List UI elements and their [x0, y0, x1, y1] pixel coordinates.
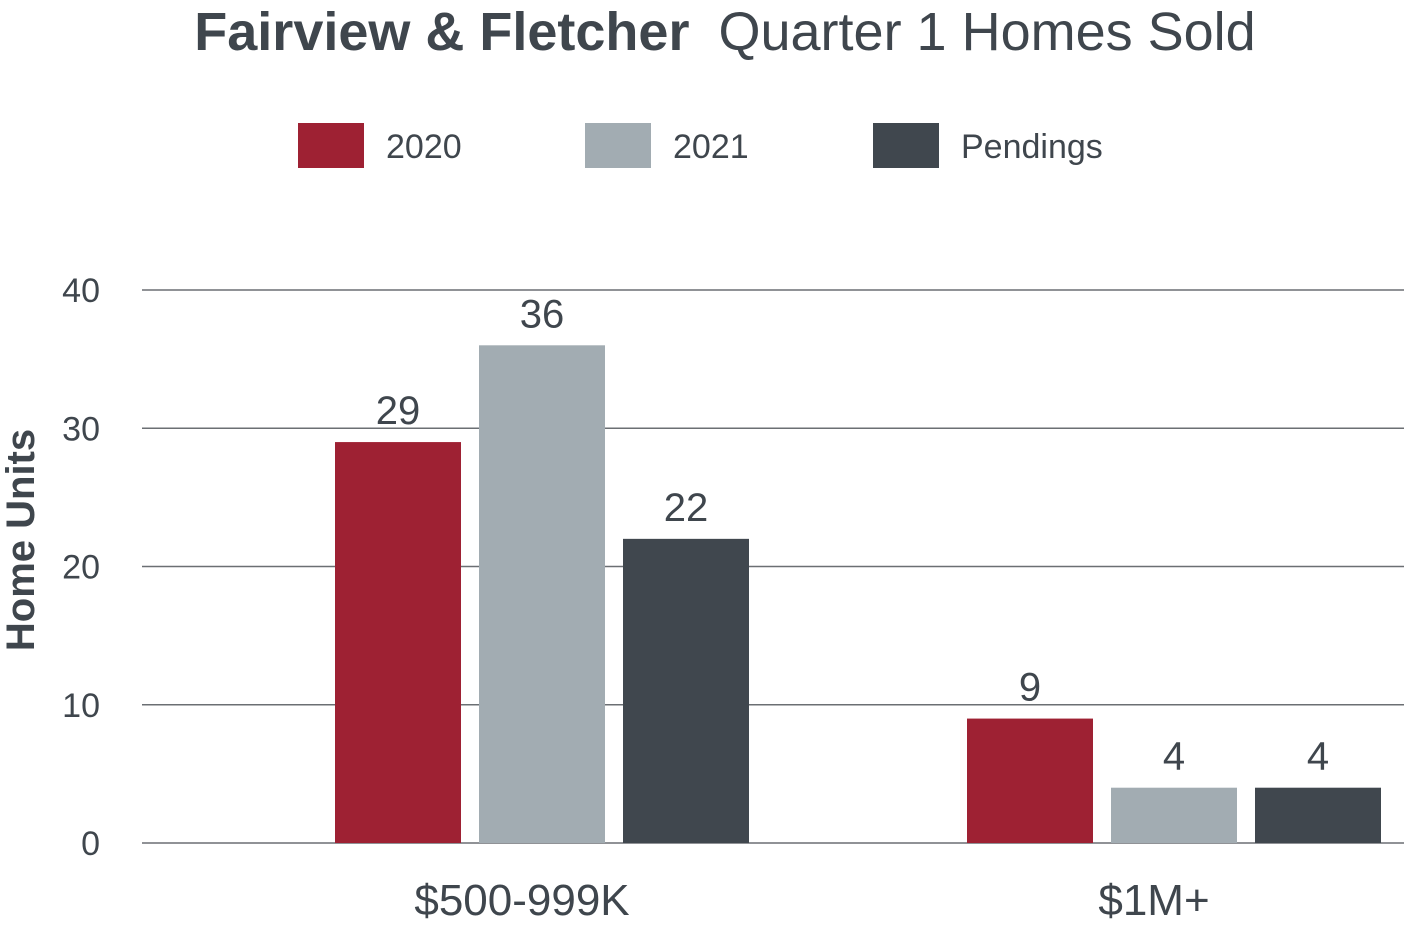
- bar-0-0: [335, 442, 461, 843]
- bar-value-label: 22: [664, 486, 709, 530]
- bar-value-label: 29: [376, 389, 421, 433]
- y-axis-ticks: 0 10 20 30 40: [62, 272, 100, 863]
- x-category-label: $500-999K: [414, 876, 629, 925]
- grid: [142, 289, 1404, 844]
- legend-swatch-2: [873, 123, 939, 168]
- y-tick-label: 0: [81, 825, 100, 863]
- bar-1-2: [1255, 787, 1381, 843]
- chart-title-rest: Quarter 1 Homes Sold: [718, 2, 1255, 62]
- legend-label-2: Pendings: [961, 128, 1103, 166]
- bars: [335, 345, 1381, 843]
- bar-value-label: 9: [1019, 666, 1041, 710]
- bar-1-1: [1111, 787, 1237, 843]
- x-axis-categories: $500-999K $1M+: [414, 876, 1209, 925]
- y-tick-label: 10: [62, 687, 100, 725]
- legend-label-0: 2020: [386, 128, 462, 166]
- bar-value-label: 4: [1163, 735, 1185, 779]
- x-category-label: $1M+: [1098, 876, 1209, 925]
- bar-0-1: [479, 345, 605, 843]
- legend-swatch-0: [298, 123, 364, 168]
- bar-value-label: 36: [520, 292, 565, 336]
- bar-1-0: [967, 718, 1093, 843]
- legend-label-1: 2021: [673, 128, 749, 166]
- y-tick-label: 40: [62, 272, 100, 310]
- chart-title-bold: Fairview & Fletcher: [194, 2, 689, 62]
- bar-0-2: [623, 538, 749, 843]
- y-tick-label: 20: [62, 549, 100, 587]
- chart-title: Fairview & Fletcher Quarter 1 Homes Sold: [194, 2, 1255, 62]
- y-tick-label: 30: [62, 410, 100, 448]
- value-labels: 29 36 22 9 4 4: [376, 292, 1329, 778]
- y-axis-label: Home Units: [0, 429, 43, 651]
- bar-value-label: 4: [1307, 735, 1329, 779]
- legend: 2020 2021 Pendings: [298, 123, 1103, 168]
- legend-swatch-1: [585, 123, 651, 168]
